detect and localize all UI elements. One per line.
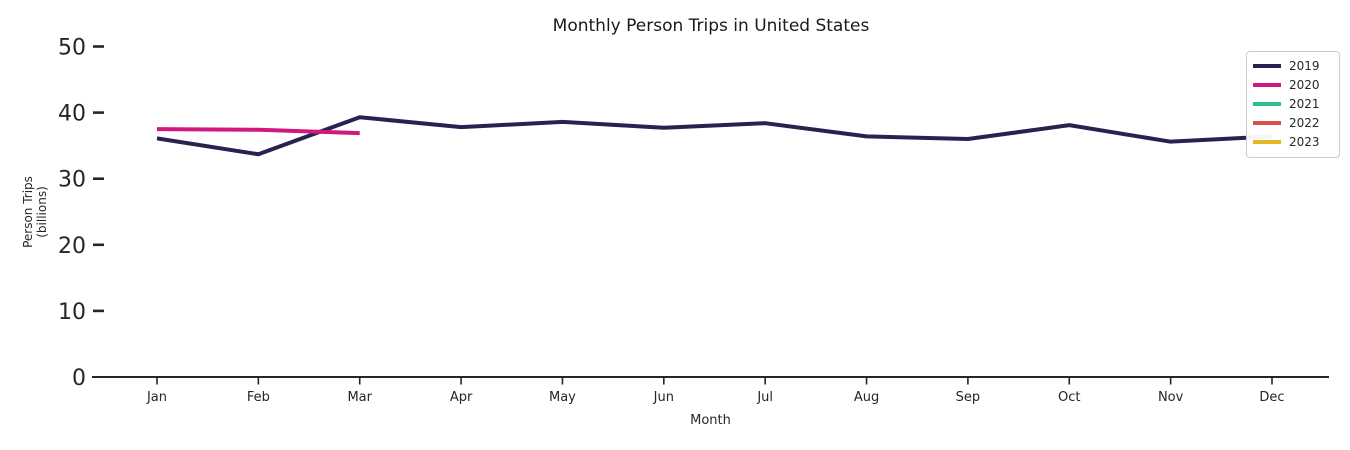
x-tick-label-mar: Mar (347, 390, 372, 405)
x-tick-label-aug: Aug (854, 390, 879, 405)
legend-swatch-2020 (1253, 83, 1281, 87)
y-tick-label-50: 50 (58, 36, 86, 61)
y-tick-label-20: 20 (58, 234, 86, 259)
x-tick-label-may: May (549, 390, 576, 405)
legend-swatch-2021 (1253, 102, 1281, 106)
series-line-2020 (156, 127, 360, 136)
legend-label-2019: 2019 (1289, 59, 1320, 73)
x-tick-label-sep: Sep (956, 390, 981, 405)
legend-label-2021: 2021 (1289, 97, 1320, 111)
legend-label-2023: 2023 (1289, 135, 1320, 149)
legend-swatch-2019 (1253, 64, 1281, 68)
legend-item-2021: 2021 (1253, 95, 1333, 113)
x-tick-label-dec: Dec (1259, 390, 1284, 405)
legend-item-2020: 2020 (1253, 76, 1333, 94)
legend-item-2022: 2022 (1253, 114, 1333, 132)
x-tick-label-nov: Nov (1158, 390, 1184, 405)
legend-swatch-2022 (1253, 121, 1281, 125)
x-tick-label-oct: Oct (1058, 390, 1080, 405)
y-tick-label-40: 40 (58, 102, 86, 127)
y-tick-label-10: 10 (58, 300, 86, 325)
x-tick-label-apr: Apr (450, 390, 473, 405)
legend-swatch-2023 (1253, 140, 1281, 144)
y-axis-label: Person Trips(billions) (21, 176, 49, 248)
x-tick-label-feb: Feb (247, 390, 270, 405)
legend-item-2019: 2019 (1253, 57, 1333, 75)
x-tick-label-jan: Jan (146, 390, 167, 405)
x-tick-label-jun: Jun (653, 390, 674, 405)
legend-item-2023: 2023 (1253, 133, 1333, 151)
chart-title: Monthly Person Trips in United States (552, 16, 870, 36)
legend: 2019 2020 2021 2022 2023 (1246, 51, 1340, 158)
y-tick-label-0: 0 (72, 366, 86, 391)
x-axis-label: Month (690, 413, 731, 428)
legend-label-2022: 2022 (1289, 116, 1320, 130)
y-tick-label-30: 30 (58, 168, 86, 193)
legend-label-2020: 2020 (1289, 78, 1320, 92)
series-line-2019 (156, 115, 1273, 157)
x-tick-label-jul: Jul (756, 390, 773, 405)
